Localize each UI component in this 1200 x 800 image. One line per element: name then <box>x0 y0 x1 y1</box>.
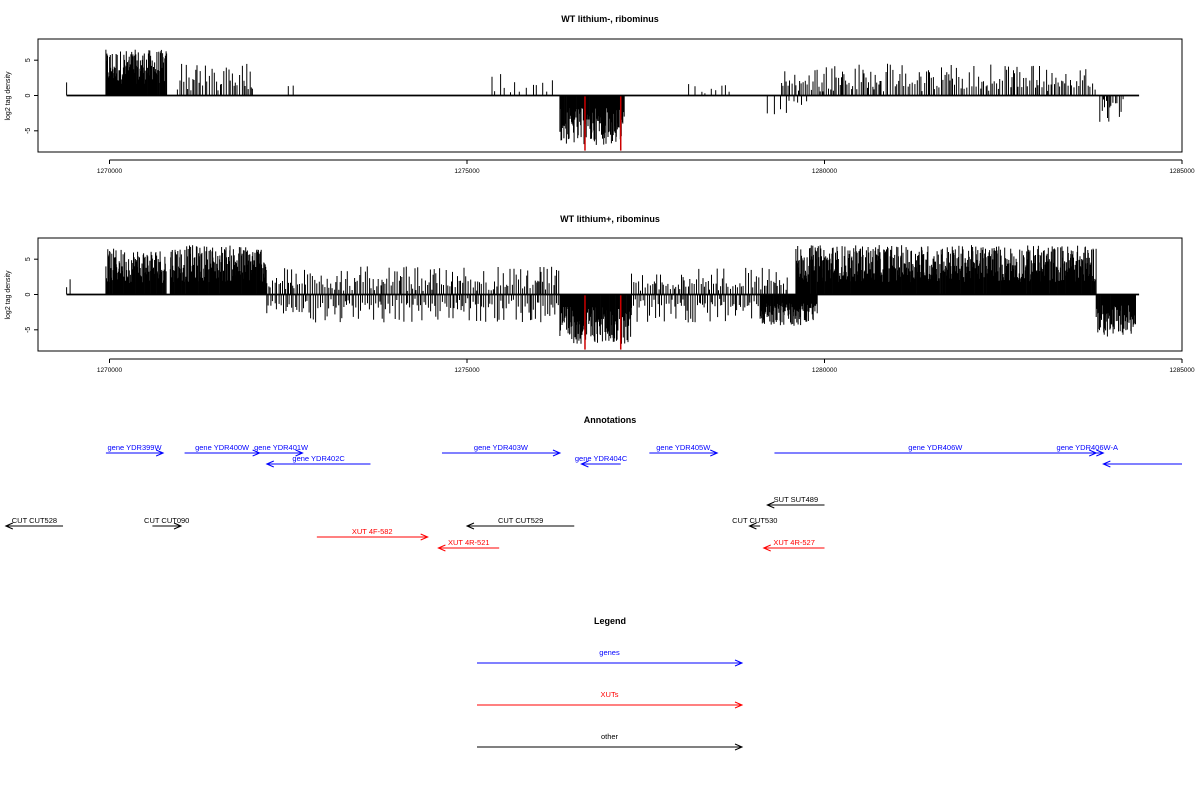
feature-label: XUT 4R-527 <box>773 538 815 547</box>
feature-label: gene YDR405W <box>656 443 711 452</box>
feature-label: gene YDR402C <box>292 454 345 463</box>
annotation-feature: XUT 4R-521 <box>437 538 500 552</box>
legend-arrow-head <box>734 701 744 709</box>
feature-label: XUT 4F-582 <box>352 527 393 536</box>
feature-arrow-head <box>580 460 589 468</box>
feature-label: gene YDR406W-A <box>1057 443 1118 452</box>
x-tick-label: 1270000 <box>97 367 123 374</box>
annotation-feature <box>1102 460 1182 468</box>
legend-arrow-head <box>734 659 744 667</box>
feature-label: CUT CUT090 <box>144 516 189 525</box>
feature-label: gene YDR404C <box>575 454 628 463</box>
feature-arrow-head <box>4 522 14 530</box>
annotation-feature: gene YDR401W <box>254 443 309 457</box>
feature-label: CUT CUT530 <box>732 516 777 525</box>
feature-arrow-head <box>748 522 757 530</box>
x-tick-label: 1280000 <box>812 168 838 175</box>
annotation-feature: CUT CUT529 <box>465 516 575 530</box>
annotation-feature: gene YDR399W <box>105 443 165 457</box>
legend-title: Legend <box>594 616 626 626</box>
annotation-feature: gene YDR404C <box>575 454 628 468</box>
y-tick-label: 0 <box>25 292 32 296</box>
feature-arrow-head <box>552 449 562 457</box>
legend-label: genes <box>599 648 620 657</box>
annotation-feature: gene YDR406W <box>774 443 1098 457</box>
annotation-feature: CUT CUT528 <box>4 516 64 530</box>
legend-item: other <box>477 732 744 751</box>
x-tick-label: 1280000 <box>812 367 838 374</box>
feature-label: CUT CUT528 <box>12 516 57 525</box>
feature-label: gene YDR400W <box>195 443 250 452</box>
y-tick-label: 5 <box>25 257 32 261</box>
track-panel-lithium-minus: WT lithium-, ribominus log2 tag density … <box>5 14 1195 175</box>
annotations-title: Annotations <box>584 415 637 425</box>
feature-arrow-head <box>420 533 429 541</box>
x-tick-label: 1285000 <box>1169 367 1195 374</box>
annotation-feature: gene YDR402C <box>265 454 371 468</box>
y-axis: -5 0 5 <box>25 58 38 134</box>
legend-items: genes XUTs other <box>477 648 744 751</box>
y-axis-label: log2 tag density <box>5 270 12 320</box>
x-tick-label: 1285000 <box>1169 168 1195 175</box>
track-panel-lithium-plus: WT lithium+, ribominus log2 tag density … <box>5 214 1195 374</box>
legend-label: other <box>601 732 619 741</box>
legend-item: genes <box>477 648 744 667</box>
density-bars <box>66 49 1124 145</box>
panel-title: WT lithium-, ribominus <box>561 14 659 24</box>
density-bars <box>66 245 1136 344</box>
x-tick-label: 1275000 <box>454 168 480 175</box>
y-axis: -5 0 5 <box>25 257 38 333</box>
y-tick-label: 5 <box>25 58 32 62</box>
legend: Legend genes XUTs other <box>477 616 744 751</box>
highlight-bars <box>584 294 622 350</box>
legend-arrow-head <box>734 743 744 751</box>
x-axis: 1270000 1275000 1280000 1285000 <box>97 358 1195 374</box>
annotation-feature: XUT 4F-582 <box>316 527 429 541</box>
feature-label: XUT 4R-521 <box>448 538 490 547</box>
feature-label: gene YDR399W <box>107 443 162 452</box>
feature-label: CUT CUT529 <box>498 516 543 525</box>
feature-label: SUT SUT489 <box>774 495 818 504</box>
annotation-feature: gene YDR405W <box>649 443 719 457</box>
y-tick-label: -5 <box>25 327 32 333</box>
y-axis-label: log2 tag density <box>5 71 12 121</box>
feature-arrow-head <box>173 522 183 530</box>
x-tick-label: 1270000 <box>97 168 123 175</box>
panel-title: WT lithium+, ribominus <box>560 214 660 224</box>
feature-arrow-head <box>437 544 446 552</box>
legend-item: XUTs <box>477 690 744 709</box>
feature-label: gene YDR406W <box>908 443 963 452</box>
feature-label: gene YDR401W <box>254 443 309 452</box>
legend-label: XUTs <box>601 690 619 699</box>
annotations-track: Annotations gene YDR399W gene YDR400W gene… <box>4 415 1182 552</box>
annotation-feature: CUT CUT530 <box>732 516 777 530</box>
feature-arrow-head <box>295 449 304 457</box>
annotation-feature: gene YDR400W <box>184 443 261 457</box>
annotation-feature: XUT 4R-527 <box>762 538 825 552</box>
annotation-feature: gene YDR406W-A <box>1057 443 1118 457</box>
x-axis: 1270000 1275000 1280000 1285000 <box>97 159 1195 175</box>
feature-arrow-head <box>465 522 475 530</box>
x-tick-label: 1275000 <box>454 367 480 374</box>
y-tick-label: 0 <box>25 93 32 97</box>
feature-arrow-head <box>1102 460 1111 468</box>
feature-label: gene YDR403W <box>474 443 529 452</box>
annotation-feature: CUT CUT090 <box>144 516 189 530</box>
feature-list: gene YDR399W gene YDR400W gene YDR401W gene… <box>4 443 1182 552</box>
feature-arrow-head <box>1096 449 1105 457</box>
feature-arrow-head <box>155 449 165 457</box>
y-tick-label: -5 <box>25 128 32 134</box>
feature-arrow-head <box>762 544 771 552</box>
highlight-bars <box>584 95 622 151</box>
feature-arrow-head <box>265 460 274 468</box>
annotation-feature: gene YDR403W <box>441 443 562 457</box>
feature-arrow-head <box>710 449 719 457</box>
feature-arrow-head <box>766 501 775 509</box>
annotation-feature: SUT SUT489 <box>766 495 825 509</box>
